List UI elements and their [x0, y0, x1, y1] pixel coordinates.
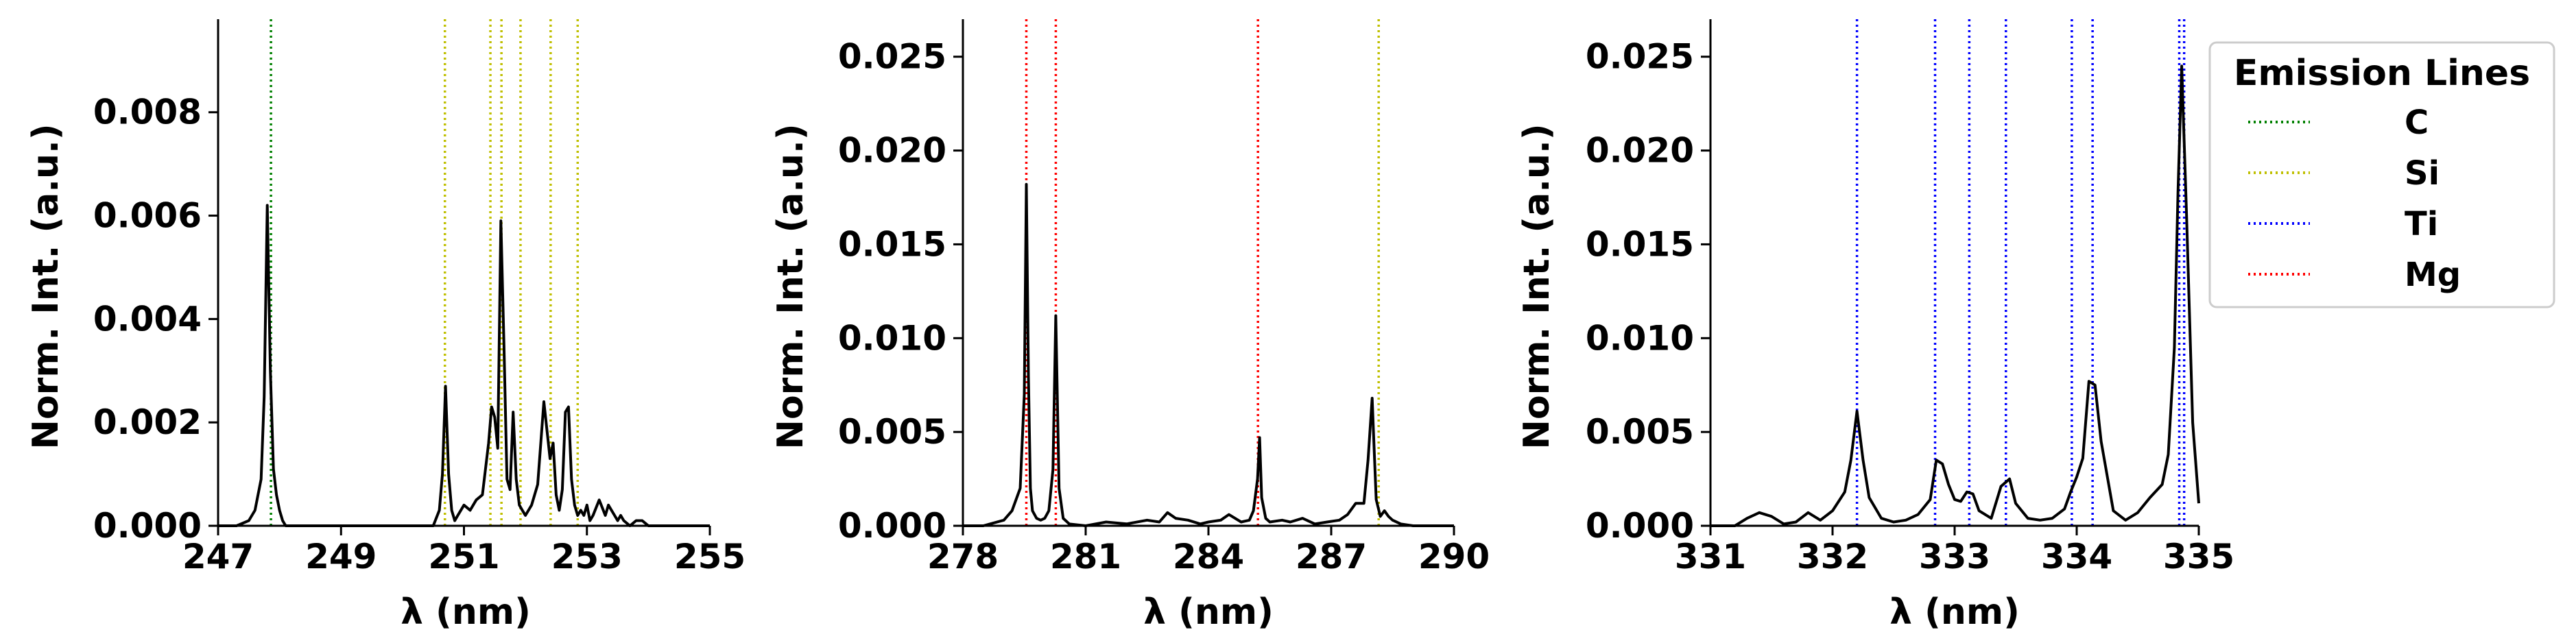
x-tick-label: 284 — [1173, 537, 1244, 577]
y-tick-label: 0.000 — [1586, 506, 1694, 546]
legend: Emission Lines C Si Ti Mg — [2208, 41, 2555, 308]
y-axis-label: Norm. Int. (a.u.) — [770, 123, 811, 449]
y-tick-label: 0.008 — [93, 93, 202, 132]
y-tick-label: 0.025 — [838, 37, 946, 77]
legend-label-mg: Mg — [2405, 256, 2461, 294]
y-axis-label: Norm. Int. (a.u.) — [1516, 123, 1558, 449]
x-tick-label: 287 — [1296, 537, 1367, 577]
chart-panel-ti: λ (nm) Norm. Int. (a.u.) 331 332 333 334 335… — [1516, 19, 2234, 633]
y-tick-label: 0.000 — [93, 506, 202, 546]
x-axis-label: λ (nm) — [401, 592, 531, 633]
x-tick-label: 281 — [1050, 537, 1121, 577]
x-tick-label: 335 — [2163, 537, 2234, 577]
x-tick-label: 253 — [551, 537, 623, 577]
x-tick-label: 332 — [1797, 537, 1868, 577]
x-tick-label: 251 — [428, 537, 499, 577]
x-axis-label: λ (nm) — [1143, 592, 1274, 633]
y-tick-label: 0.004 — [93, 299, 202, 339]
x-tick-label: 290 — [1418, 537, 1490, 577]
spectrum-line — [218, 204, 710, 527]
x-tick-label: 334 — [2041, 537, 2112, 577]
y-tick-label: 0.015 — [1586, 224, 1694, 264]
y-tick-label: 0.010 — [838, 318, 946, 358]
y-tick-label: 0.020 — [838, 131, 946, 171]
y-tick-label: 0.015 — [838, 224, 946, 264]
x-tick-label: 255 — [674, 537, 746, 577]
legend-frame — [2208, 41, 2555, 308]
chart-panel-mg-si: λ (nm) Norm. Int. (a.u.) 278 281 284 287 290… — [770, 19, 1490, 633]
x-tick-label: 333 — [1919, 537, 1990, 577]
x-tick-label: 249 — [305, 537, 377, 577]
legend-label-c: C — [2405, 104, 2429, 142]
legend-title: Emission Lines — [2234, 53, 2530, 94]
x-tick-label: 278 — [927, 537, 999, 577]
chart-panel-c-si: λ (nm) Norm. Int. (a.u.) 247 249 251 253 255… — [25, 19, 746, 633]
y-tick-label: 0.002 — [93, 402, 202, 442]
y-tick-label: 0.006 — [93, 196, 202, 236]
y-tick-label: 0.010 — [1586, 318, 1694, 358]
y-tick-label: 0.020 — [1586, 131, 1694, 171]
x-tick-label: 331 — [1675, 537, 1746, 577]
x-tick-label: 247 — [182, 537, 254, 577]
y-axis-label: Norm. Int. (a.u.) — [25, 123, 67, 449]
legend-label-ti: Ti — [2405, 205, 2438, 243]
y-tick-label: 0.000 — [838, 506, 946, 546]
y-tick-label: 0.005 — [838, 412, 946, 452]
spectrum-line — [963, 182, 1454, 527]
spectrum-line — [1710, 64, 2200, 527]
y-tick-label: 0.005 — [1586, 412, 1694, 452]
x-axis-label: λ (nm) — [1889, 592, 2020, 633]
legend-label-si: Si — [2405, 154, 2440, 193]
y-tick-label: 0.025 — [1586, 37, 1694, 77]
